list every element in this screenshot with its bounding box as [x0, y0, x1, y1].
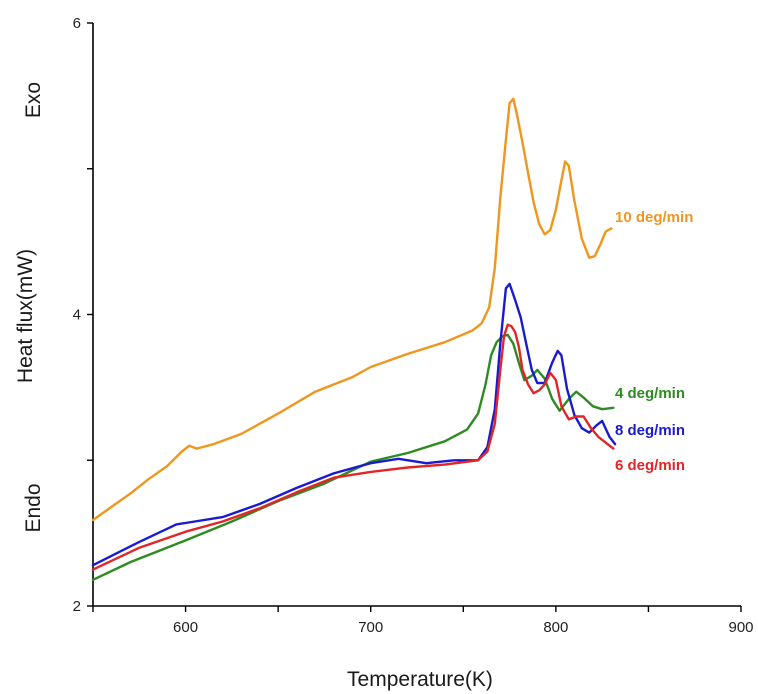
y-tick-label: 4 — [73, 307, 81, 324]
x-tick-label: 700 — [358, 619, 383, 636]
series-label: 10 deg/min — [615, 209, 693, 226]
y-axis-title: Heat flux(mW) — [14, 249, 37, 383]
series-label: 4 deg/min — [615, 385, 685, 402]
curves — [91, 97, 617, 581]
y-tick-label: 2 — [73, 598, 81, 615]
y-tick-label: 6 — [73, 15, 81, 32]
series-label: 8 deg/min — [615, 422, 685, 439]
x-tick-label: 900 — [728, 619, 753, 636]
series-line — [91, 282, 617, 567]
ticks: 600 700 800 900 2 4 6 — [73, 15, 754, 636]
axes — [92, 23, 741, 607]
series-line — [91, 333, 615, 581]
endo-label: Endo — [22, 483, 45, 532]
x-axis-title: Temperature(K) — [347, 668, 493, 691]
series-labels: 10 deg/min 4 deg/min 8 deg/min 6 deg/min — [615, 209, 693, 474]
series-line — [91, 323, 615, 571]
x-tick-label: 800 — [543, 619, 568, 636]
exo-label: Exo — [22, 82, 45, 118]
x-tick-label: 600 — [173, 619, 198, 636]
series-line — [91, 97, 613, 522]
series-label: 6 deg/min — [615, 457, 685, 474]
